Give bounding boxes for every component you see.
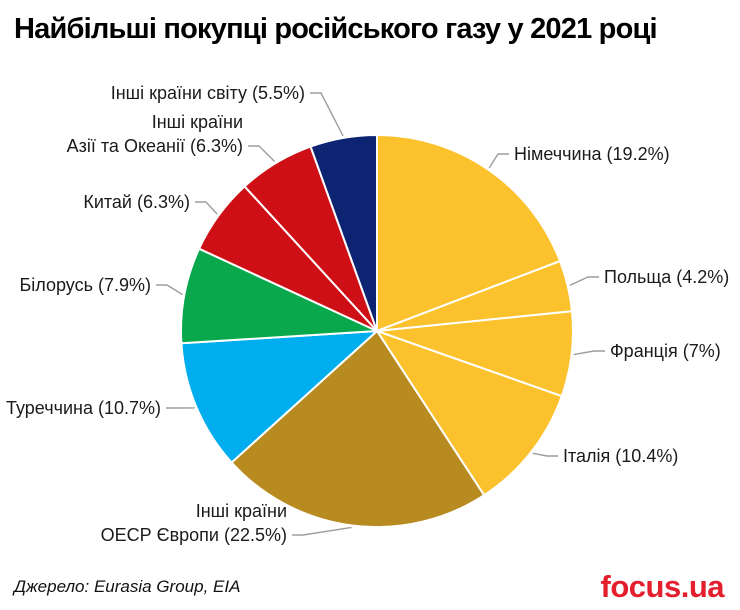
leader-lines xyxy=(156,92,605,536)
pie-slice-6 xyxy=(180,247,378,345)
pie-slice-4 xyxy=(230,330,486,529)
slice-label-3: Італія (10.4%) xyxy=(563,446,678,466)
slice-label-9: Інші країни світу (5.5%) xyxy=(111,83,305,103)
slice-label-6: Білорусь (7.9%) xyxy=(19,275,151,295)
slice-labels: Німеччина (19.2%) Польща (4.2%) Франція (7… xyxy=(6,83,729,545)
leader-line-9 xyxy=(310,92,344,137)
pie-slice-9 xyxy=(309,134,378,332)
pie-slice-3 xyxy=(376,330,563,497)
slice-label-0: Німеччина (19.2%) xyxy=(514,144,670,164)
leader-line-3 xyxy=(532,452,558,457)
leader-line-4 xyxy=(292,526,352,536)
leader-line-6 xyxy=(156,284,183,296)
footer: Джерело: Eurasia Group, EIA focus.ua xyxy=(14,569,725,604)
leader-line-1 xyxy=(569,276,599,287)
pie-slices xyxy=(180,134,574,529)
slice-label-5: Туреччина (10.7%) xyxy=(6,398,161,418)
slice-label-7: Китай (6.3%) xyxy=(83,192,190,212)
leader-line-8 xyxy=(248,145,276,162)
source-text: Джерело: Eurasia Group, EIA xyxy=(14,577,241,596)
slice-label-2: Франція (7%) xyxy=(610,341,721,361)
slice-label-4: Інші країни ОЕСР Європи (22.5%) xyxy=(101,501,287,545)
pie-slice-0 xyxy=(376,134,562,332)
chart-title: Найбільші покупці російського газу у 202… xyxy=(14,13,658,45)
leader-line-0 xyxy=(488,153,509,169)
leader-line-2 xyxy=(573,350,605,356)
pie-slice-5 xyxy=(180,330,378,464)
slice-label-8: Інші країни Азії та Океанії (6.3%) xyxy=(67,112,243,156)
leader-line-7 xyxy=(195,201,218,215)
slice-label-1: Польща (4.2%) xyxy=(604,267,729,287)
brand-logo: focus.ua xyxy=(600,569,725,604)
